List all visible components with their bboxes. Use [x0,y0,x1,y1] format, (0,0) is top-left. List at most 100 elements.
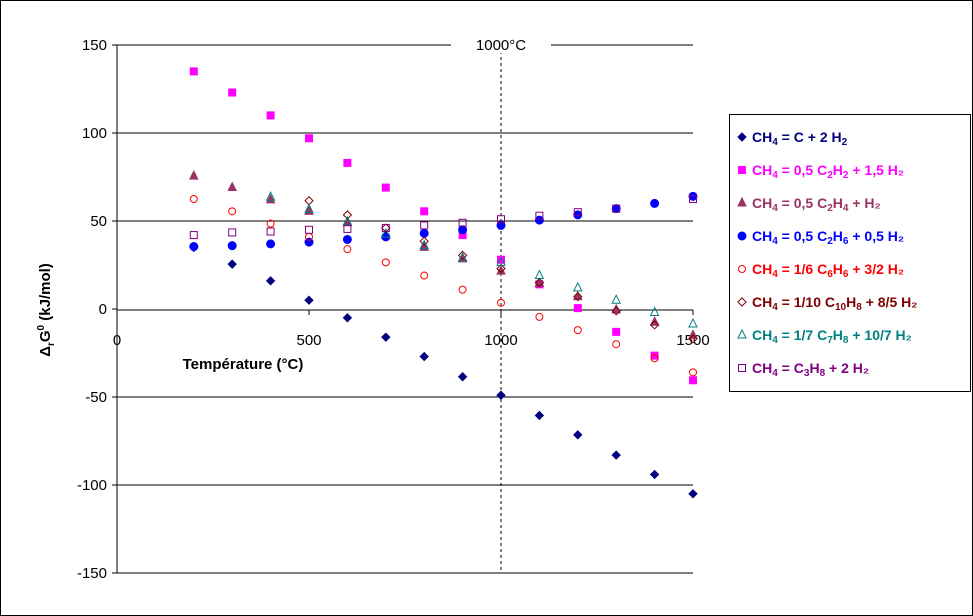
y-tick-label-50: 50 [90,213,107,230]
legend-label-6: CH4 = 1/7 C7H8 + 10/7 H₂ [752,327,912,346]
point-s1-1200 [573,304,582,313]
point-s7-500 [305,225,313,234]
point-s1-300 [228,88,237,97]
legend-label-0: CH4 = C + 2 H2 [752,129,848,148]
point-s6-1500 [688,317,698,328]
legend-marker-shape-0 [737,132,747,142]
point-s1-1500 [689,376,697,385]
point-s4-200 [189,195,198,203]
y-tick-label--50: -50 [85,389,107,406]
point-s0-900 [457,372,468,382]
point-s5-1000 [496,263,506,274]
point-s3-1400 [650,198,660,208]
legend-marker-shape-3 [737,231,747,241]
legend-item-4: CH4 = 1/6 C6H6 + 3/2 H₂ [736,256,904,282]
point-s6-1200 [572,281,583,292]
point-s0-1000 [496,390,506,400]
point-s4-400 [266,219,275,228]
point-s6-400 [265,191,276,201]
legend-label-2: CH4 = 0,5 C2H4 + H₂ [752,195,881,214]
annotation-background [451,37,551,53]
y-axis-title: ΔrG0 (kJ/mol) [36,263,57,357]
point-s5-1100 [534,277,545,288]
point-s5-1400 [649,320,660,330]
point-s0-800 [419,351,429,362]
x-tick-label-0: 0 [113,332,121,349]
legend-item-3: CH4 = 0,5 C2H6 + 0,5 H₂ [736,223,904,249]
legend-marker-3 [737,231,747,241]
point-s7-1300 [612,204,621,213]
point-s0-600 [342,313,353,323]
point-s2-200 [188,170,199,180]
legend-label-7: CH4 = C3H8 + 2 H₂ [752,360,870,379]
point-s0-400 [265,276,276,286]
point-s4-1300 [612,340,621,349]
series-5 [304,196,698,344]
legend-marker-2 [737,197,747,207]
point-s3-200 [189,242,199,252]
point-s5-1200 [573,291,583,302]
legend-item-1: CH4 = 0,5 C2H2 + 1,5 H₂ [736,157,904,183]
legend-marker-5 [737,297,747,307]
y-tick-label--100: -100 [77,477,107,494]
point-s0-300 [227,259,237,269]
legend-marker-1 [738,166,746,174]
legend-marker-shape-1 [738,166,746,174]
point-s6-500 [304,203,314,214]
legend-marker-shape-7 [738,364,746,372]
legend-item-5: CH4 = 1/10 C10H8 + 8/5 H₂ [736,289,917,315]
data-markers [188,67,698,499]
legend-item-6: CH4 = 1/7 C7H8 + 10/7 H₂ [736,322,912,348]
point-s4-1500 [689,368,697,377]
point-s4-900 [458,285,467,294]
point-s6-1000 [496,256,506,266]
legend-item-2: CH4 = 0,5 C2H4 + H₂ [736,190,881,216]
legend-label-5: CH4 = 1/10 C10H8 + 8/5 H₂ [752,294,918,313]
point-s7-700 [381,224,390,233]
point-s3-900 [458,225,468,235]
point-s7-400 [266,227,275,236]
point-s7-800 [420,221,429,230]
point-s4-600 [343,245,352,254]
point-s5-800 [419,236,429,246]
point-s3-400 [266,239,276,249]
point-s5-1300 [611,306,621,316]
point-s3-1500 [688,191,698,201]
series-2 [188,170,698,339]
point-s1-700 [381,183,390,192]
point-s7-900 [458,218,467,227]
point-s0-1200 [573,430,583,440]
annotation-1000c: 1000°C [476,37,526,54]
x-axis-title: Température (°C) [183,356,304,373]
point-s4-1100 [535,312,544,321]
point-s2-300 [227,181,238,192]
legend-marker-7 [738,364,746,372]
point-s4-1400 [650,354,659,363]
point-s2-400 [265,193,276,204]
point-s7-1100 [535,211,544,220]
point-s0-1400 [649,469,660,480]
point-s4-1000 [497,298,505,307]
legend-marker-shape-2 [737,197,747,207]
gridlines [117,44,693,486]
x-tick-label-500: 500 [296,332,321,349]
point-s5-900 [457,250,468,261]
point-s7-300 [228,228,237,237]
legend: CH4 = C + 2 H2 CH4 = 0,5 C2H2 + 1,5 H₂ CH4… [729,114,971,392]
point-s5-600 [342,210,353,220]
point-s1-800 [420,207,429,216]
point-s3-800 [419,228,429,238]
point-s1-1300 [612,327,621,336]
point-s1-400 [266,111,275,120]
series-4 [189,195,697,377]
point-s6-800 [419,239,430,250]
x-tick-label-1500: 1500 [676,332,709,349]
point-s1-600 [343,158,352,167]
legend-marker-4 [738,265,746,273]
point-s3-1100 [534,215,544,225]
x-tick-label-1000: 1000 [484,332,517,349]
point-s7-1000 [497,215,505,224]
point-s7-1200 [573,208,582,217]
